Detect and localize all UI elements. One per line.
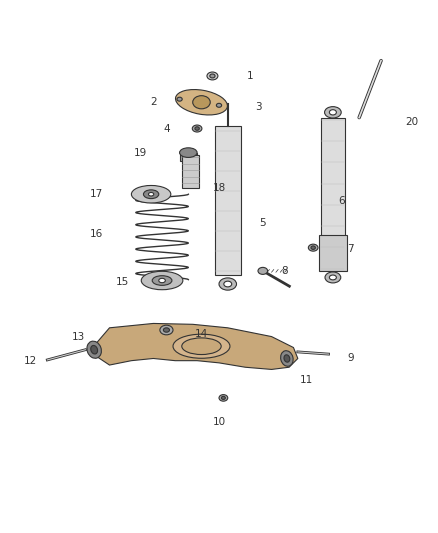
Ellipse shape <box>308 244 318 251</box>
Text: 14: 14 <box>195 329 208 340</box>
Text: 18: 18 <box>212 183 226 192</box>
Ellipse shape <box>143 190 159 199</box>
Text: 2: 2 <box>150 97 157 107</box>
Ellipse shape <box>180 148 197 157</box>
Text: 6: 6 <box>338 196 345 206</box>
Ellipse shape <box>329 275 336 280</box>
Ellipse shape <box>281 351 293 366</box>
Bar <box>180 152 197 161</box>
Ellipse shape <box>177 97 182 101</box>
Ellipse shape <box>152 276 172 285</box>
Text: 19: 19 <box>134 148 147 158</box>
Text: 20: 20 <box>405 117 418 127</box>
Ellipse shape <box>221 397 225 399</box>
Ellipse shape <box>195 127 199 130</box>
Ellipse shape <box>284 355 290 362</box>
Ellipse shape <box>141 271 183 290</box>
Ellipse shape <box>160 325 173 335</box>
Text: 17: 17 <box>90 189 103 199</box>
Text: 5: 5 <box>259 217 266 228</box>
Ellipse shape <box>87 341 102 358</box>
FancyBboxPatch shape <box>319 235 347 271</box>
Ellipse shape <box>216 103 222 107</box>
Ellipse shape <box>258 268 268 274</box>
Ellipse shape <box>224 281 232 287</box>
Polygon shape <box>96 324 298 369</box>
FancyBboxPatch shape <box>182 155 199 188</box>
Ellipse shape <box>131 185 171 203</box>
Text: 16: 16 <box>90 229 103 239</box>
Ellipse shape <box>219 394 228 401</box>
Ellipse shape <box>182 338 221 354</box>
Text: 8: 8 <box>281 266 288 276</box>
Text: 7: 7 <box>347 244 354 254</box>
Text: 11: 11 <box>300 375 313 385</box>
Ellipse shape <box>163 328 170 332</box>
Text: 4: 4 <box>163 124 170 134</box>
Ellipse shape <box>210 74 215 78</box>
Ellipse shape <box>91 345 98 354</box>
FancyBboxPatch shape <box>321 118 345 236</box>
Ellipse shape <box>329 110 336 115</box>
Ellipse shape <box>192 125 202 132</box>
FancyBboxPatch shape <box>215 126 241 275</box>
Text: 13: 13 <box>72 332 85 342</box>
Text: 1: 1 <box>246 71 253 81</box>
Ellipse shape <box>219 278 237 290</box>
Ellipse shape <box>148 192 154 196</box>
Text: 10: 10 <box>212 417 226 427</box>
Text: 15: 15 <box>116 277 129 287</box>
Text: 3: 3 <box>255 102 262 111</box>
Ellipse shape <box>159 278 166 282</box>
Ellipse shape <box>173 334 230 358</box>
Ellipse shape <box>176 90 227 115</box>
Text: 12: 12 <box>24 356 37 366</box>
Text: 9: 9 <box>347 353 354 364</box>
Ellipse shape <box>207 72 218 80</box>
Ellipse shape <box>311 246 315 249</box>
Ellipse shape <box>193 96 210 109</box>
Ellipse shape <box>325 272 341 283</box>
Ellipse shape <box>325 107 341 118</box>
